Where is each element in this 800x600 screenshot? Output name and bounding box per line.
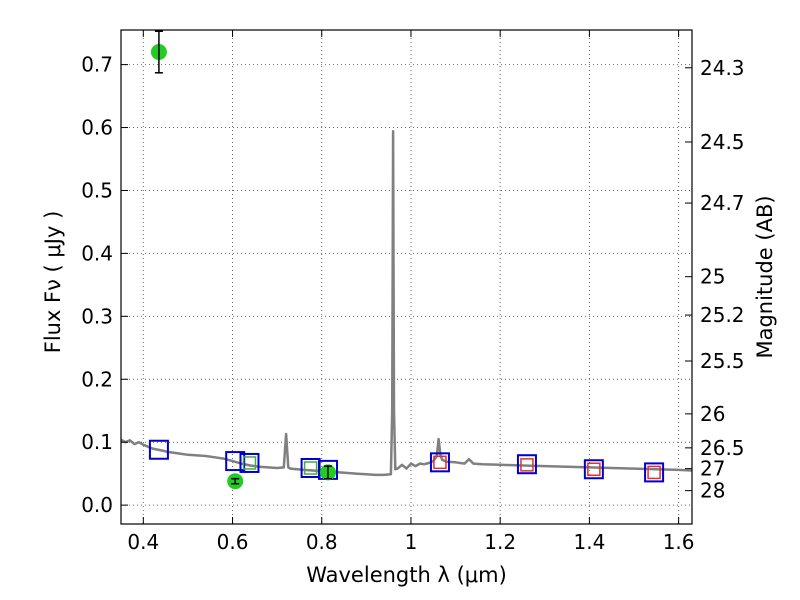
y2-tick-label: 27	[700, 457, 725, 481]
x-tick-label: 1.4	[573, 530, 605, 554]
y2-tick-label: 24.7	[700, 191, 745, 215]
y-tick-label: 0.5	[81, 178, 113, 202]
x-tick-label: 1.2	[484, 530, 516, 554]
plot-frame	[120, 29, 693, 525]
y2-tick-label: 24.5	[700, 130, 745, 154]
ticks-layer: 0.4 0.6 0.8 1 1.2 1.4 1.6 0.0 0.1 0.2 0.3 0.4 0.5 0.6…	[81, 30, 745, 554]
y2-tick-label: 26.5	[700, 436, 745, 460]
model-square-marker	[239, 452, 260, 473]
y-tick-label: 0.1	[81, 430, 113, 454]
x-axis-label: Wavelength λ (μm)	[306, 563, 507, 587]
y2-tick-label: 28	[700, 479, 725, 503]
inner-square-marker	[520, 458, 534, 472]
y-tick-label: 0.4	[81, 241, 113, 265]
y-tick-label: 0.7	[81, 53, 113, 77]
model-square-marker	[583, 459, 604, 480]
y2-tick-label: 25.5	[700, 349, 745, 373]
model-square-marker	[516, 454, 537, 475]
grid-layer	[121, 30, 692, 524]
x-tick-label: 1	[405, 530, 418, 554]
model-square-marker	[644, 462, 665, 483]
inner-square-marker	[587, 462, 601, 477]
y-tick-label: 0.0	[81, 493, 113, 517]
x-tick-label: 0.8	[306, 530, 338, 554]
inner-square-marker	[242, 456, 257, 470]
y2-tick-label: 24.3	[700, 56, 745, 80]
inner-square-marker	[647, 465, 661, 480]
y2-axis-label: Magnitude (AB)	[753, 195, 777, 358]
y-axis-label: Flux Fν ( μJy )	[41, 211, 65, 354]
x-tick-label: 0.6	[217, 530, 249, 554]
inner-square-marker	[433, 455, 447, 470]
y2-tick-label: 25.2	[700, 303, 745, 327]
spectrum-line	[120, 130, 693, 477]
y-tick-label: 0.3	[81, 304, 113, 328]
y-tick-label: 0.6	[81, 116, 113, 140]
x-tick-label: 0.4	[127, 530, 159, 554]
y2-tick-label: 25	[700, 265, 725, 289]
x-tick-label: 1.6	[663, 530, 695, 554]
y2-tick-label: 26	[700, 402, 725, 426]
y-tick-label: 0.2	[81, 367, 113, 391]
markers-layer	[148, 30, 665, 490]
inner-square-marker	[303, 461, 318, 475]
spectrum-layer	[120, 130, 693, 477]
model-square-marker	[148, 439, 169, 460]
model-square-marker	[429, 452, 450, 473]
